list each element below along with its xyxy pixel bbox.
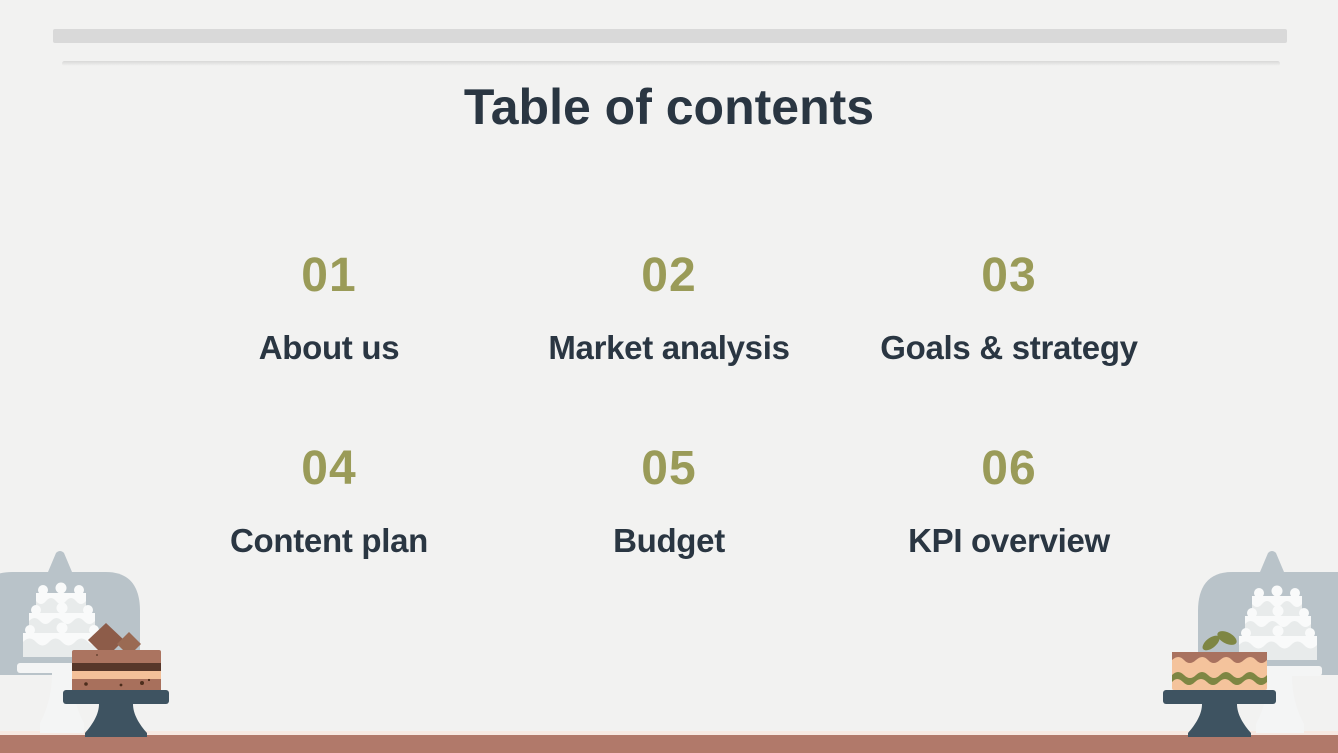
toc-item-06[interactable]: 06 KPI overview bbox=[839, 445, 1179, 561]
left-cakes-illustration bbox=[0, 551, 169, 737]
toc-label: Market analysis bbox=[548, 329, 790, 366]
shelf-bar bbox=[53, 29, 1287, 43]
toc-label: Budget bbox=[613, 522, 725, 559]
toc-label: About us bbox=[258, 329, 400, 366]
matcha-layer-cake-icon bbox=[1163, 631, 1276, 737]
toc-item-04[interactable]: 04 Content plan bbox=[159, 445, 499, 561]
toc-item-02[interactable]: 02 Market analysis bbox=[499, 252, 839, 368]
toc-number: 02 bbox=[641, 249, 697, 302]
shelf-shadow bbox=[62, 61, 1280, 66]
toc-grid: 01 About us 02 Market analysis 03 Goals … bbox=[159, 252, 1179, 561]
toc-number: 06 bbox=[981, 442, 1037, 495]
toc-item-01[interactable]: 01 About us bbox=[159, 252, 499, 368]
page-title: Table of contents bbox=[463, 79, 875, 135]
toc-label: Goals & strategy bbox=[880, 329, 1138, 366]
toc-item-03[interactable]: 03 Goals & strategy bbox=[839, 252, 1179, 368]
counter-edge bbox=[0, 731, 1338, 735]
toc-item-05[interactable]: 05 Budget bbox=[499, 445, 839, 561]
cloche-covered-cake-icon bbox=[1198, 551, 1338, 733]
toc-number: 04 bbox=[301, 442, 357, 495]
chocolate-layer-cake-icon bbox=[63, 623, 169, 737]
toc-number: 05 bbox=[641, 442, 697, 495]
toc-label: KPI overview bbox=[908, 522, 1110, 559]
right-cakes-illustration bbox=[1163, 551, 1338, 737]
toc-label: Content plan bbox=[229, 522, 429, 559]
toc-number: 03 bbox=[981, 249, 1037, 302]
wooden-counter bbox=[0, 735, 1338, 753]
toc-number: 01 bbox=[301, 249, 357, 302]
